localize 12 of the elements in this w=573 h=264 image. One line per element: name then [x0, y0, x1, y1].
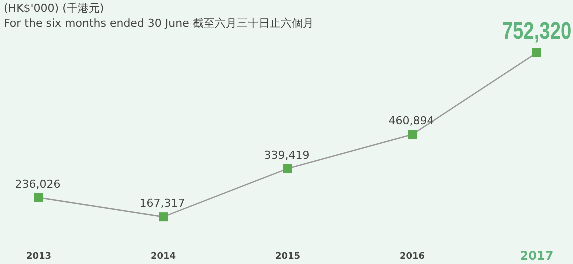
chart-title: (HK$'000) (千港元)	[4, 2, 104, 15]
x-tick-label: 2014	[150, 252, 176, 262]
x-tick-label: 2016	[400, 252, 426, 262]
x-tick-label: 2017	[520, 249, 554, 263]
data-label: 167,317	[140, 197, 186, 210]
x-tick-label: 2015	[275, 252, 301, 262]
data-label: 236,026	[15, 178, 61, 191]
x-tick-label: 2013	[26, 252, 52, 262]
data-label: 752,320	[502, 16, 572, 45]
data-label: 460,894	[388, 114, 434, 128]
data-label: 339,419	[264, 148, 310, 162]
chart-subtitle: For the six months ended 30 June 截至六月三十日止六個月	[4, 17, 314, 30]
